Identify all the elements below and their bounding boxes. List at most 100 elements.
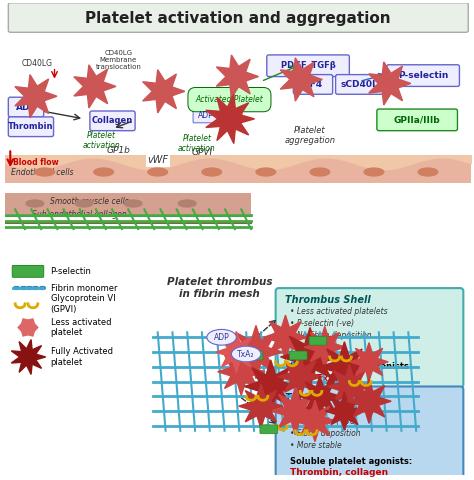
FancyBboxPatch shape bbox=[9, 3, 468, 32]
Text: Platelet activation and aggregation: Platelet activation and aggregation bbox=[85, 11, 391, 26]
Text: Soluble platelet agonists:: Soluble platelet agonists: bbox=[291, 362, 413, 372]
Ellipse shape bbox=[364, 168, 384, 176]
Polygon shape bbox=[325, 392, 364, 430]
Text: • Less stable: • Less stable bbox=[291, 343, 340, 352]
Text: Thrombus Shell: Thrombus Shell bbox=[285, 295, 371, 305]
Polygon shape bbox=[218, 348, 265, 396]
Text: Sub-endothelial collagen: Sub-endothelial collagen bbox=[32, 210, 127, 219]
Polygon shape bbox=[319, 342, 370, 392]
Circle shape bbox=[154, 83, 172, 100]
Text: GPVI: GPVI bbox=[191, 148, 212, 157]
Circle shape bbox=[340, 378, 358, 396]
Text: Platelet
aggregation: Platelet aggregation bbox=[284, 126, 336, 145]
Text: PDGF, TGFβ: PDGF, TGFβ bbox=[281, 61, 336, 70]
Ellipse shape bbox=[26, 200, 44, 207]
FancyBboxPatch shape bbox=[90, 111, 135, 131]
Polygon shape bbox=[216, 331, 257, 372]
FancyBboxPatch shape bbox=[245, 351, 263, 360]
Polygon shape bbox=[299, 376, 340, 417]
FancyBboxPatch shape bbox=[5, 192, 251, 214]
Ellipse shape bbox=[35, 168, 55, 176]
Text: Less activated
platelet: Less activated platelet bbox=[51, 318, 111, 337]
Text: Activated Platelet: Activated Platelet bbox=[196, 95, 264, 104]
Text: ADP: ADP bbox=[198, 111, 214, 120]
Text: Fully Activated
platelet: Fully Activated platelet bbox=[51, 347, 113, 367]
Polygon shape bbox=[143, 70, 185, 113]
Text: sCD40LG: sCD40LG bbox=[340, 80, 386, 89]
Circle shape bbox=[252, 397, 270, 415]
Text: • Fibrin deposition: • Fibrin deposition bbox=[291, 429, 361, 438]
FancyBboxPatch shape bbox=[267, 55, 349, 77]
Polygon shape bbox=[217, 55, 258, 98]
Circle shape bbox=[307, 413, 323, 429]
Polygon shape bbox=[15, 75, 57, 118]
Circle shape bbox=[360, 392, 378, 410]
Polygon shape bbox=[18, 319, 38, 336]
Ellipse shape bbox=[418, 168, 438, 176]
Polygon shape bbox=[239, 384, 283, 428]
Circle shape bbox=[21, 350, 35, 364]
FancyBboxPatch shape bbox=[290, 351, 307, 360]
FancyBboxPatch shape bbox=[5, 155, 471, 183]
Text: ADP: ADP bbox=[214, 333, 229, 342]
FancyBboxPatch shape bbox=[219, 108, 242, 123]
Polygon shape bbox=[347, 379, 391, 423]
Text: Platelet thrombus
in fibrin mesh: Platelet thrombus in fibrin mesh bbox=[167, 277, 273, 299]
Circle shape bbox=[219, 109, 239, 129]
Text: GP1b: GP1b bbox=[107, 146, 130, 155]
FancyBboxPatch shape bbox=[293, 74, 333, 94]
Text: Thrombus Core: Thrombus Core bbox=[285, 393, 369, 403]
FancyBboxPatch shape bbox=[309, 336, 327, 345]
Text: ADP: ADP bbox=[16, 103, 36, 111]
Polygon shape bbox=[369, 62, 411, 105]
Text: P-selectin: P-selectin bbox=[51, 267, 91, 276]
Circle shape bbox=[246, 341, 266, 363]
Ellipse shape bbox=[202, 168, 221, 176]
Polygon shape bbox=[280, 58, 322, 101]
Polygon shape bbox=[229, 325, 283, 379]
Ellipse shape bbox=[75, 200, 93, 207]
Circle shape bbox=[361, 354, 377, 370]
Text: Soluble platelet agonists:: Soluble platelet agonists: bbox=[291, 457, 413, 466]
Text: • P-selectin (+ve): • P-selectin (+ve) bbox=[291, 418, 358, 426]
Polygon shape bbox=[350, 343, 388, 381]
Circle shape bbox=[317, 339, 333, 355]
Polygon shape bbox=[327, 364, 372, 408]
Text: Blood flow: Blood flow bbox=[13, 157, 59, 167]
FancyBboxPatch shape bbox=[276, 386, 464, 480]
Text: Smooth muscle cells: Smooth muscle cells bbox=[50, 197, 128, 206]
Polygon shape bbox=[281, 327, 339, 386]
Circle shape bbox=[311, 388, 328, 405]
Circle shape bbox=[228, 68, 245, 85]
FancyBboxPatch shape bbox=[377, 109, 457, 131]
Text: CD40LG: CD40LG bbox=[21, 59, 52, 68]
FancyBboxPatch shape bbox=[336, 74, 391, 94]
Ellipse shape bbox=[256, 168, 276, 176]
Circle shape bbox=[260, 376, 282, 397]
Ellipse shape bbox=[178, 200, 196, 207]
Ellipse shape bbox=[310, 168, 330, 176]
FancyBboxPatch shape bbox=[12, 265, 44, 277]
Polygon shape bbox=[11, 339, 46, 374]
Circle shape bbox=[337, 403, 352, 419]
Polygon shape bbox=[272, 387, 319, 435]
FancyBboxPatch shape bbox=[387, 65, 459, 86]
Polygon shape bbox=[278, 355, 322, 399]
Circle shape bbox=[380, 74, 398, 92]
Text: • No fibrin deposition: • No fibrin deposition bbox=[291, 331, 372, 340]
FancyBboxPatch shape bbox=[9, 117, 54, 137]
Text: Platelet
activation: Platelet activation bbox=[178, 134, 216, 153]
FancyBboxPatch shape bbox=[193, 108, 219, 123]
Text: P-selectin: P-selectin bbox=[398, 71, 448, 80]
Text: Glycoprotein VI
(GPVI): Glycoprotein VI (GPVI) bbox=[51, 294, 115, 313]
Text: vWF: vWF bbox=[147, 155, 168, 165]
Text: CD40LG
Membrane
translocation: CD40LG Membrane translocation bbox=[95, 50, 141, 70]
Polygon shape bbox=[264, 315, 308, 360]
Polygon shape bbox=[74, 65, 116, 108]
Circle shape bbox=[292, 368, 309, 385]
Polygon shape bbox=[244, 360, 297, 413]
Text: • Activated platelets: • Activated platelets bbox=[291, 406, 369, 415]
Text: Thrombin: Thrombin bbox=[8, 122, 54, 131]
Circle shape bbox=[232, 362, 251, 381]
Text: TxA₂: TxA₂ bbox=[222, 111, 239, 120]
